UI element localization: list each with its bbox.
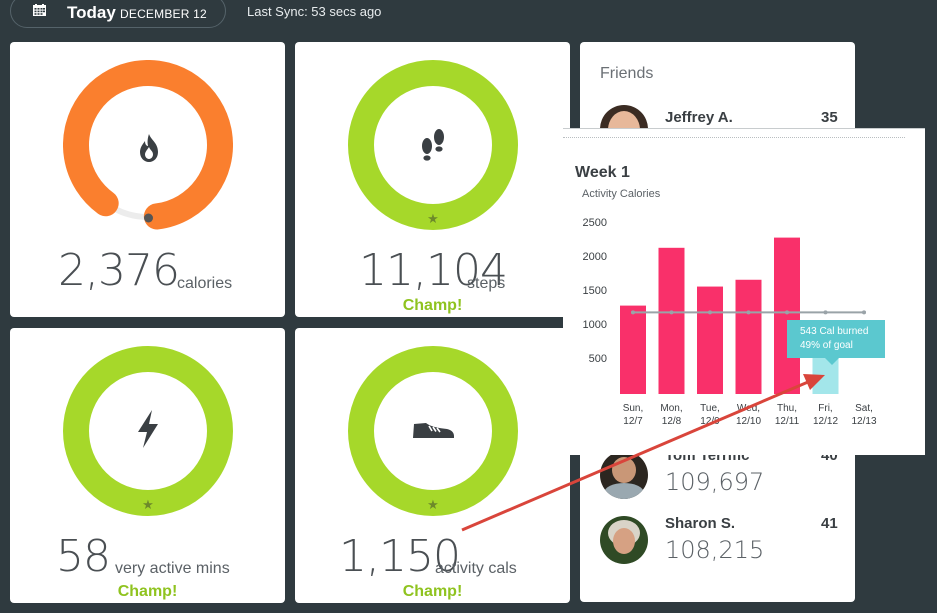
goal-point xyxy=(823,310,828,315)
activity-calories-champ-badge: Champ! xyxy=(402,583,463,600)
y-tick-label: 2000 xyxy=(582,251,607,263)
x-axis-day: Mon, xyxy=(660,403,683,414)
y-tick-label: 500 xyxy=(588,353,607,365)
active-minutes-unit: very active mins xyxy=(115,560,230,577)
goal-point xyxy=(631,310,635,315)
tooltip-calories: 543 Cal burned xyxy=(800,326,869,337)
goal-point xyxy=(785,310,789,315)
x-axis-label: Thu, 12/11 xyxy=(767,402,807,428)
goal-point xyxy=(708,310,712,315)
svg-text:★: ★ xyxy=(142,497,154,512)
activity-calories-value: 1,150 xyxy=(339,531,461,582)
bar-sun[interactable] xyxy=(620,305,646,394)
date-selector[interactable]: Today DECEMBER 12 xyxy=(10,0,226,28)
y-tick-label: 1500 xyxy=(582,285,607,297)
x-axis-day: Thu, xyxy=(776,403,797,414)
x-axis-date: 12/7 xyxy=(623,416,643,427)
x-axis-day: Sat, xyxy=(855,403,873,414)
x-axis-date: 12/12 xyxy=(812,416,839,427)
friend-name[interactable]: Sharon S. xyxy=(665,515,736,532)
x-axis-label: Mon, 12/8 xyxy=(652,402,692,428)
steps-progress-ring: ★ xyxy=(348,60,518,230)
steps-unit: steps xyxy=(467,275,506,292)
svg-text:★: ★ xyxy=(427,211,439,226)
x-axis-day: Fri, xyxy=(818,403,833,414)
x-axis-label: Fri, 12/12 xyxy=(806,402,846,428)
friend-rank: 41 xyxy=(821,515,838,532)
steps-value: 11,104 xyxy=(359,245,508,296)
goal-point xyxy=(669,310,674,315)
tooltip-goal: 49% of goal xyxy=(800,340,853,351)
x-axis-date: 12/11 xyxy=(774,416,800,427)
x-axis-date: 12/13 xyxy=(851,416,877,427)
x-axis-date: 12/10 xyxy=(735,416,762,427)
friend-name[interactable]: Jeffrey A. xyxy=(665,109,733,126)
friend-avatar-sharon[interactable] xyxy=(600,516,648,564)
current-date: DECEMBER 12 xyxy=(120,7,207,21)
friend-steps: 108,215 xyxy=(665,536,765,564)
friend-rank: 35 xyxy=(821,109,838,126)
shoe-icon xyxy=(413,423,454,438)
bar-tue[interactable] xyxy=(697,286,723,394)
calendar-icon xyxy=(33,4,46,16)
calories-progress-ring xyxy=(63,60,233,230)
calories-tile[interactable]: 2,376 calories xyxy=(10,42,285,317)
y-tick-label: 1000 xyxy=(582,319,607,331)
last-sync-status: Last Sync: 53 secs ago xyxy=(247,4,382,19)
activity-calories-bar-chart xyxy=(620,237,866,394)
bar-wed[interactable] xyxy=(735,279,762,394)
weekly-chart-popup: Week 1 Activity Calories 2500 2000 1500 100… xyxy=(563,128,925,455)
calories-unit: calories xyxy=(177,275,233,292)
x-axis-day: Tue, xyxy=(700,403,720,414)
bar-thu[interactable] xyxy=(774,237,800,394)
calories-value: 2,376 xyxy=(58,245,180,296)
active-minutes-value: 58 xyxy=(56,531,111,582)
x-axis-label: Sat, 12/13 xyxy=(844,402,884,428)
x-axis-date: 12/9 xyxy=(700,416,720,427)
x-axis-day: Wed, xyxy=(736,403,761,414)
friend-avatar-tom[interactable] xyxy=(600,451,648,499)
x-axis-date: 12/8 xyxy=(661,416,682,427)
goal-point xyxy=(862,310,866,315)
footsteps-icon xyxy=(422,129,444,161)
svg-text:★: ★ xyxy=(427,497,439,512)
x-axis-label: Sun, 12/7 xyxy=(613,402,653,428)
activity-calories-unit: activity cals xyxy=(435,560,517,577)
friends-title: Friends xyxy=(600,65,654,82)
active-minutes-progress-ring: ★ xyxy=(63,346,233,516)
steps-champ-badge: Champ! xyxy=(402,297,463,314)
lightning-icon xyxy=(138,410,158,448)
active-minutes-champ-badge: Champ! xyxy=(117,583,178,600)
chart-y-label: Activity Calories xyxy=(582,188,661,200)
bar-mon[interactable] xyxy=(658,247,685,394)
today-label: Today xyxy=(67,3,116,22)
bar-tooltip: 543 Cal burned 49% of goal xyxy=(787,320,885,358)
goal-point xyxy=(746,310,751,315)
top-bar: Today DECEMBER 12 Last Sync: 53 secs ago xyxy=(0,0,937,32)
active-minutes-tile[interactable]: ★ 58 very active mins Champ! xyxy=(10,328,285,603)
chart-title: Week 1 xyxy=(575,164,630,181)
popup-dotted-line xyxy=(563,137,905,138)
tooltip-pointer xyxy=(825,358,839,365)
activity-calories-tile[interactable]: ★ 1,150 activity cals Champ! xyxy=(295,328,570,603)
flame-icon xyxy=(140,134,158,162)
x-axis-label: Wed, 12/10 xyxy=(729,402,769,428)
y-tick-label: 2500 xyxy=(582,217,607,229)
x-axis-label: Tue, 12/9 xyxy=(690,402,730,428)
x-axis-day: Sun, xyxy=(622,403,644,414)
steps-tile[interactable]: ★ 11,104 steps Champ! xyxy=(295,42,570,317)
friend-steps: 109,697 xyxy=(665,468,765,496)
